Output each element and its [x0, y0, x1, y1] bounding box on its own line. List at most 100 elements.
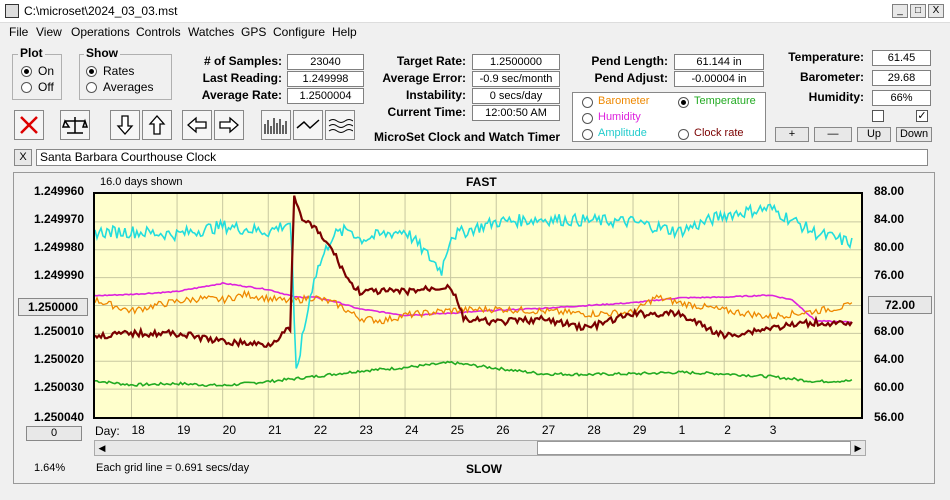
show-rates-radio[interactable] — [86, 66, 97, 77]
plot-on-radio[interactable] — [21, 66, 32, 77]
x-tick-label: 27 — [541, 423, 556, 437]
last-reading-label: Last Reading: — [202, 71, 282, 85]
arrow-right-icon — [219, 116, 239, 134]
minus-button[interactable]: — — [814, 127, 852, 142]
zero-button[interactable]: 0 — [26, 426, 82, 441]
checkbox-1[interactable] — [872, 110, 884, 122]
clock-close-button[interactable]: X — [14, 149, 32, 166]
bar-plot-button[interactable] — [261, 110, 291, 140]
x-tick-label: 1 — [678, 423, 686, 437]
checkbox-2[interactable]: ✓ — [916, 110, 928, 122]
plot-area — [93, 192, 863, 419]
y-right-tick: 56.00 — [874, 410, 905, 424]
line-graph-icon — [296, 119, 320, 130]
amplitude-radio[interactable] — [582, 129, 593, 140]
wave-plot-button[interactable] — [325, 110, 355, 140]
close-button[interactable]: X — [928, 4, 944, 18]
y-right-tick: 64.00 — [874, 352, 905, 366]
down-button[interactable]: Down — [896, 127, 932, 142]
title-bar: C:\microset\2024_03_03.mst _ □ X — [0, 0, 950, 23]
scroll-left-arrow-icon[interactable]: ◀ — [98, 443, 106, 453]
pend-adjust-value: -0.00004 in — [674, 71, 764, 87]
fast-label: FAST — [466, 175, 497, 189]
show-averages-label: Averages — [103, 80, 154, 94]
y-left-tick: 1.249990 — [33, 268, 84, 282]
last-reading-value: 1.249998 — [287, 71, 364, 87]
menu-watches[interactable]: Watches — [188, 25, 235, 39]
plot-off-label: Off — [38, 80, 54, 94]
balance-button[interactable] — [60, 110, 90, 140]
x-tick-label: 20 — [222, 423, 237, 437]
barometer-radio[interactable] — [582, 97, 593, 108]
menu-configure[interactable]: Configure — [273, 25, 326, 39]
show-group-title: Show — [84, 46, 120, 60]
bar-graph-icon — [264, 118, 287, 134]
clock-rate-option: Clock rate — [694, 127, 744, 139]
app-icon — [5, 4, 19, 18]
plot-off-radio[interactable] — [21, 82, 32, 93]
temperature-value: 61.45 — [872, 50, 931, 66]
show-averages-radio[interactable] — [86, 82, 97, 93]
minimize-button[interactable]: _ — [892, 4, 908, 18]
arrow-down-icon — [116, 115, 134, 135]
menu-gps[interactable]: GPS — [241, 25, 267, 39]
show-group — [79, 54, 172, 100]
horizontal-scrollbar[interactable]: ◀ ▶ — [94, 440, 866, 456]
arrow-up-button[interactable] — [142, 110, 172, 140]
plot-on-label: On — [38, 64, 55, 78]
grid-note: Each grid line = 0.691 secs/day — [96, 462, 250, 474]
menu-view[interactable]: View — [36, 25, 62, 39]
temperature-radio[interactable] — [678, 97, 689, 108]
x-tick-label: 22 — [313, 423, 328, 437]
average-error-value: -0.9 sec/month — [472, 71, 560, 87]
percent-label: 1.64% — [34, 462, 66, 474]
instability-label: Instability: — [405, 88, 466, 102]
plus-button[interactable]: + — [775, 127, 809, 142]
average-error-label: Average Error: — [382, 71, 466, 85]
temperature-option: Temperature — [694, 95, 756, 107]
y-left-tick: 1.249970 — [33, 212, 84, 226]
current-time-value: 12:00:50 AM — [472, 105, 560, 121]
up-button[interactable]: Up — [857, 127, 891, 142]
menu-file[interactable]: File — [9, 25, 29, 39]
arrow-left-button[interactable] — [182, 110, 212, 140]
menu-bar: File View Operations Controls Watches GP… — [0, 23, 950, 41]
show-rates-label: Rates — [103, 64, 135, 78]
clock-rate-radio[interactable] — [678, 129, 689, 140]
y-left-tick: 1.249960 — [33, 184, 84, 198]
menu-controls[interactable]: Controls — [136, 25, 181, 39]
series-humidity — [94, 281, 853, 324]
y-left-tick: 1.250020 — [33, 352, 84, 366]
series-selector — [572, 92, 766, 142]
clock-name-field[interactable]: Santa Barbara Courthouse Clock — [36, 149, 928, 166]
y-right-tick: 80.00 — [874, 240, 905, 254]
arrow-down-button[interactable] — [110, 110, 140, 140]
center-value-left-button[interactable]: 1.250000 — [18, 298, 88, 316]
y-right-tick: 88.00 — [874, 184, 905, 198]
samples-value: 23040 — [287, 54, 364, 70]
arrow-right-button[interactable] — [214, 110, 244, 140]
x-tick-label: 25 — [450, 423, 464, 437]
y-left-tick: 1.249980 — [33, 240, 84, 254]
wave-icon — [328, 119, 353, 133]
line-plot-button[interactable] — [293, 110, 323, 140]
humidity-radio[interactable] — [582, 113, 593, 124]
x-tick-label: 28 — [587, 423, 601, 437]
scroll-right-arrow-icon[interactable]: ▶ — [854, 443, 862, 453]
center-value-right-button[interactable]: 72.00 — [868, 296, 932, 314]
y-left-tick: 1.250010 — [33, 324, 84, 338]
day-axis-label: Day: — [95, 424, 120, 438]
series-clock-rate — [94, 195, 853, 349]
stop-button[interactable] — [14, 110, 44, 140]
days-shown-label: 16.0 days shown — [100, 176, 183, 188]
y-right-tick: 76.00 — [874, 268, 905, 282]
slow-label: SLOW — [466, 462, 502, 476]
x-tick-label: 18 — [131, 423, 145, 437]
plot-group — [12, 54, 62, 100]
humidity-label: Humidity: — [808, 90, 864, 104]
graph-frame — [13, 172, 935, 484]
menu-help[interactable]: Help — [332, 25, 357, 39]
scroll-thumb[interactable] — [537, 441, 851, 455]
maximize-button[interactable]: □ — [910, 4, 926, 18]
menu-operations[interactable]: Operations — [71, 25, 130, 39]
